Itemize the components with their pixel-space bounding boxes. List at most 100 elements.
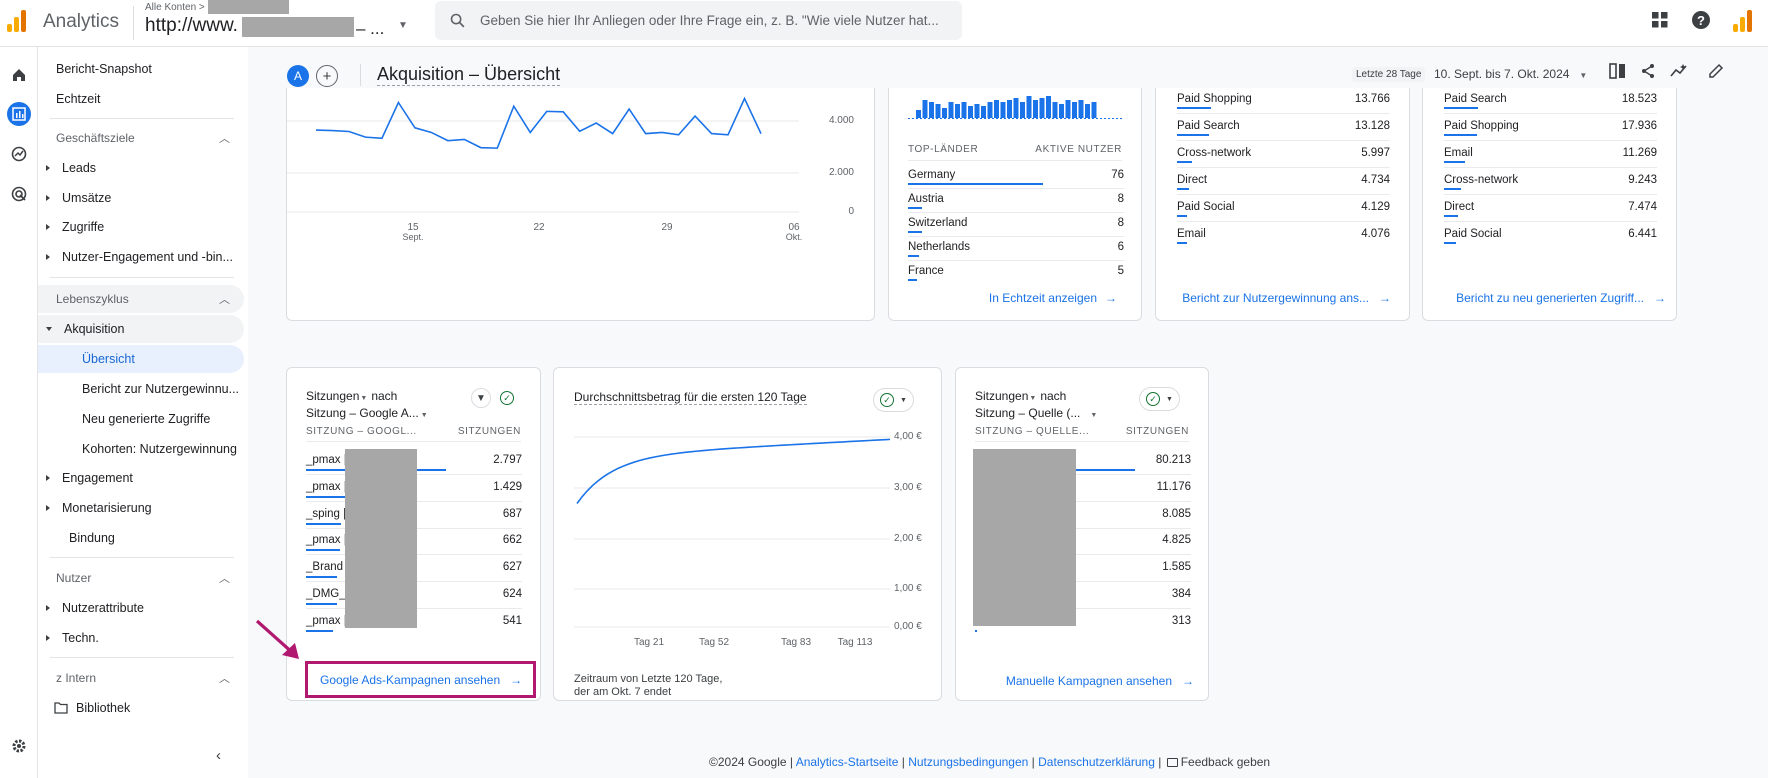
check-circle-icon: ✓ xyxy=(1146,392,1160,406)
nav-section-lifecycle[interactable]: Lebenszyklus ︿ xyxy=(38,285,244,313)
nav-leads[interactable]: Leads xyxy=(38,154,244,182)
filter-icon[interactable]: ▼ xyxy=(471,388,491,408)
redacted-account xyxy=(208,0,289,14)
dropdown-icon: ▼ xyxy=(420,412,428,419)
nav-section-user[interactable]: Nutzer ︿ xyxy=(38,564,244,592)
nav-report-snapshot[interactable]: Bericht-Snapshot xyxy=(38,55,244,83)
account-logo-icon[interactable] xyxy=(1731,8,1753,32)
nav-retention[interactable]: Bindung xyxy=(38,524,244,552)
insights-icon[interactable] xyxy=(1670,63,1688,84)
manual-campaigns-link[interactable]: Manuelle Kampagnen ansehen → xyxy=(1006,674,1194,688)
nav-tech[interactable]: Techn. xyxy=(38,624,244,652)
explore-icon[interactable] xyxy=(7,142,31,166)
footnote-line-2: der am Okt. 7 endet xyxy=(574,686,672,698)
date-chip[interactable]: Letzte 28 Tage xyxy=(1352,67,1426,82)
traffic-acquisition-link[interactable]: Bericht zu neu generierten Zugriff... → xyxy=(1456,291,1666,305)
realtime-link[interactable]: In Echtzeit anzeigen → xyxy=(989,291,1117,305)
nav-user-acquisition[interactable]: Bericht zur Nutzergewinnu... xyxy=(38,375,244,403)
value-bar xyxy=(908,207,922,209)
feedback-button[interactable]: Feedback geben xyxy=(1165,755,1270,769)
table-row[interactable]: Direct 4.734 xyxy=(1177,174,1390,201)
table-row[interactable]: Direct 7.474 xyxy=(1444,201,1657,228)
settings-gear-icon[interactable] xyxy=(7,734,31,758)
table-row[interactable]: Paid Shopping 17.936 xyxy=(1444,120,1657,147)
table-row[interactable]: Paid Search 13.128 xyxy=(1177,120,1390,147)
privacy-link[interactable]: Datenschutzerklärung xyxy=(1038,755,1155,769)
table-row[interactable]: Netherlands 6 xyxy=(908,237,1124,261)
google-ads-campaigns-link[interactable]: Google Ads-Kampagnen ansehen → xyxy=(320,673,522,687)
card-status-menu[interactable]: ✓ ▼ xyxy=(1139,387,1180,411)
dimension-selector[interactable]: Sitzung – Quelle (... ▼ xyxy=(975,406,1097,420)
table-row[interactable]: Paid Shopping 13.766 xyxy=(1177,93,1390,120)
card-status-menu[interactable]: ✓ ▼ xyxy=(873,388,914,412)
account-breadcrumb[interactable]: Alle Konten > xyxy=(145,2,205,13)
table-row[interactable]: 313 xyxy=(975,610,1191,636)
divider xyxy=(908,188,1124,189)
table-row[interactable]: Switzerland 8 xyxy=(908,213,1124,237)
table-row[interactable]: France 5 xyxy=(908,261,1124,285)
channel-value: 13.128 xyxy=(1354,120,1390,132)
nav-engagement-retention[interactable]: Nutzer-Engagement und -bin... xyxy=(38,243,244,271)
divider xyxy=(1444,167,1657,168)
property-selector[interactable]: http://www. xyxy=(145,15,238,37)
user-acquisition-link[interactable]: Bericht zur Nutzergewinnung ans... → xyxy=(1182,291,1391,305)
table-row[interactable]: Email 11.269 xyxy=(1444,147,1657,174)
search-bar[interactable]: Geben Sie hier Ihr Anliegen oder Ihre Fr… xyxy=(435,1,962,40)
terms-link[interactable]: Nutzungsbedingungen xyxy=(908,755,1029,769)
nav-section-business-goals[interactable]: Geschäftsziele ︿ xyxy=(38,124,244,152)
add-comparison-icon[interactable]: + xyxy=(316,65,338,87)
divider xyxy=(975,527,1191,529)
date-range-selector[interactable]: 10. Sept. bis 7. Okt. 2024 ▼ xyxy=(1434,67,1587,81)
nav-engagement[interactable]: Engagement xyxy=(38,464,244,492)
app-name[interactable]: Analytics xyxy=(43,11,120,32)
table-row[interactable]: Paid Social 6.441 xyxy=(1444,228,1657,255)
sparkline-bar xyxy=(1007,100,1012,118)
card-title[interactable]: Sitzungen▼ nach xyxy=(306,389,397,403)
nav-section-intern[interactable]: z Intern ︿ xyxy=(38,664,244,692)
advertising-icon[interactable] xyxy=(7,182,31,206)
table-row[interactable]: Paid Social 4.129 xyxy=(1177,201,1390,228)
left-rail xyxy=(0,47,38,778)
help-icon[interactable]: ? xyxy=(1692,11,1710,29)
analytics-home-link[interactable]: Analytics-Startseite xyxy=(795,755,899,769)
table-row[interactable]: Austria 8 xyxy=(908,189,1124,213)
reports-icon[interactable] xyxy=(7,102,31,126)
status-icon[interactable]: ✓ xyxy=(497,388,517,408)
property-dropdown-icon[interactable]: ▼ xyxy=(398,20,408,31)
compare-columns-icon[interactable] xyxy=(1609,63,1627,84)
table-row[interactable]: _pmax | 541 xyxy=(306,610,522,636)
nav-traffic[interactable]: Zugriffe xyxy=(38,213,244,241)
apps-grid-icon[interactable] xyxy=(1652,12,1668,28)
nav-library[interactable]: Bibliothek xyxy=(38,694,244,722)
edit-pencil-icon[interactable] xyxy=(1708,63,1724,84)
value-bar xyxy=(306,522,341,525)
sessions-value: 624 xyxy=(502,588,522,600)
table-row[interactable]: Paid Search 18.523 xyxy=(1444,93,1657,120)
search-placeholder: Geben Sie hier Ihr Anliegen oder Ihre Fr… xyxy=(480,13,939,28)
nav-sales[interactable]: Umsätze xyxy=(38,184,244,212)
dimension-selector[interactable]: Sitzung – Google A... ▼ xyxy=(306,406,428,420)
collapse-nav-icon[interactable]: ‹ xyxy=(216,747,221,764)
analytics-logo-icon[interactable] xyxy=(4,8,26,32)
nav-cohorts[interactable]: Kohorten: Nutzergewinnung xyxy=(38,435,244,463)
channel-value: 4.129 xyxy=(1361,201,1390,213)
x-tick-label: Tag 52 xyxy=(698,637,730,648)
home-icon[interactable] xyxy=(7,63,31,87)
nav-acquisition[interactable]: Akquisition xyxy=(38,315,244,343)
table-row[interactable]: Email 4.076 xyxy=(1177,228,1390,255)
sparkline-bar xyxy=(1026,96,1032,118)
nav-monetization[interactable]: Monetarisierung xyxy=(38,494,244,522)
sessions-value: 687 xyxy=(502,507,522,520)
comparison-avatar[interactable]: A xyxy=(287,65,309,87)
divider xyxy=(908,260,1124,261)
nav-overview[interactable]: Übersicht xyxy=(38,345,244,373)
nav-realtime[interactable]: Echtzeit xyxy=(38,85,244,113)
nav-user-attributes[interactable]: Nutzerattribute xyxy=(38,594,244,622)
nav-traffic-acquisition[interactable]: Neu generierte Zugriffe xyxy=(38,405,244,433)
table-row[interactable]: Cross-network 5.997 xyxy=(1177,147,1390,174)
table-row[interactable]: Cross-network 9.243 xyxy=(1444,174,1657,201)
share-icon[interactable] xyxy=(1640,63,1656,84)
nav-label: Echtzeit xyxy=(56,92,101,106)
table-row[interactable]: Germany 76 xyxy=(908,165,1124,189)
card-title[interactable]: Sitzungen▼ nach xyxy=(975,389,1066,403)
